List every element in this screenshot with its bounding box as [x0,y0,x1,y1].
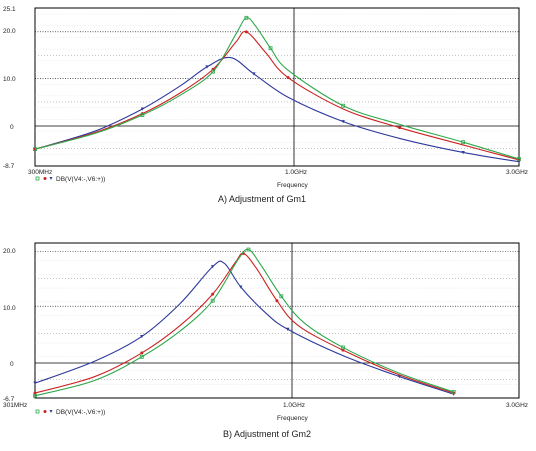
panel-b-series-1-point [341,348,345,352]
panel-a-series-line-2 [34,17,520,160]
panel-b-series-0-point [140,334,144,339]
panel-a-plot-area [34,7,520,167]
legend-marker-green [35,409,40,414]
legend-marker-green [35,176,40,181]
panel-b-series-line-0 [34,260,454,395]
panel-a-ytick-min: -8.7 [3,163,15,170]
panel-a-grid [35,13,519,155]
panel-b-ytick-20: 20.0 [3,248,16,255]
panel-b-xtick-301mhz: 301MHz [3,402,27,409]
legend-marker-blue [49,410,53,413]
panel-a-series-2-point [268,46,273,51]
panel-a-chart: 25.1 20.0 10.0 0 -8.7 300MHz 1.0GHz 3.0G… [3,6,528,204]
panel-b-series-1-point [140,351,144,355]
panel-b-plot-area [34,242,520,399]
panel-b-series-2-point [246,247,251,252]
panel-a-caption: A) Adjustment of Gm1 [218,194,306,204]
panel-a-series-2-point [211,69,216,74]
panel-b-ytick-0: 0 [10,361,14,368]
panel-b-series-0-point [210,265,215,269]
panel-a-series-0-point [341,120,345,124]
panel-a-legend-label: DB(V(V4:-,V6:+)) [56,176,105,183]
panel-b-ytick-10: 10.0 [3,305,16,312]
panel-a-series-1-point [398,126,402,130]
panel-b-series-2-point [451,390,456,394]
panel-a-ytick-25: 25.1 [3,6,16,13]
panel-b-curves [33,247,456,398]
panel-b-series-1-point [211,292,215,296]
panel-b-series-1-point [275,299,279,303]
panel-b-series-0-point [33,381,37,385]
panel-a-series-0-point [205,65,209,69]
panel-a-legend: DB(V(V4:-,V6:+)) [35,176,105,183]
panel-b-legend-label: DB(V(V4:-,V6:+)) [56,409,105,416]
panel-b-xlabel: Frequency [277,415,308,422]
panel-b-series-1-point [33,391,37,395]
panel-a-series-2-point [517,157,521,161]
panel-a-ytick-0: 0 [10,124,14,131]
panel-b-series-2-point [139,354,144,359]
panel-a-series-1-point [244,30,248,34]
panel-b-series-0-point [239,285,243,289]
panel-a-ytick-20: 20.0 [3,28,16,35]
legend-marker-blue [49,177,53,180]
panel-b-series-2-point [279,294,284,299]
panel-b-ytick-min: -6.7 [3,396,15,403]
panel-a-series-1-point [286,76,290,80]
panel-a-series-2-point [244,15,249,20]
legend-marker-red [43,410,47,413]
panel-a-series-line-0 [34,56,520,163]
legend-marker-red [43,177,47,180]
panel-a-series-0-point [140,107,145,111]
panel-a-series-2-point [341,103,346,108]
panel-a-ytick-10: 10.0 [3,76,16,83]
panel-a-series-0-point [461,150,465,155]
panel-a-series-2-point [140,113,145,117]
panel-b-xtick-3ghz: 3.0GHz [506,402,528,409]
panel-a-series-2-point [461,140,466,145]
panel-b-chart: 20.0 10.0 0 -6.7 301MHz 1.0GHz 3.0GHz DB… [3,242,528,439]
panel-a-xtick-3ghz: 3.0GHz [506,169,528,176]
panel-a-xlabel: Frequency [277,182,308,189]
panel-b-series-line-2 [34,248,454,397]
panel-a-xtick-1ghz: 1.0GHz [285,169,307,176]
panel-b-series-0-point [397,375,402,379]
panel-b-xtick-1ghz: 1.0GHz [283,402,305,409]
panel-b-series-2-point [341,345,345,350]
panel-b-caption: B) Adjustment of Gm2 [223,429,311,439]
panel-a-curves [33,15,521,164]
panel-a-xtick-300mhz: 300MHz [28,169,52,176]
panel-b-series-0-point [286,327,290,331]
panel-a-series-0-point [252,72,256,76]
panel-b-grid [35,246,519,385]
panel-a-series-2-point [33,147,37,152]
panel-b-legend: DB(V(V4:-,V6:+)) [35,409,105,416]
panel-b-series-2-point [33,393,37,398]
panel-b-series-2-point [210,298,215,303]
